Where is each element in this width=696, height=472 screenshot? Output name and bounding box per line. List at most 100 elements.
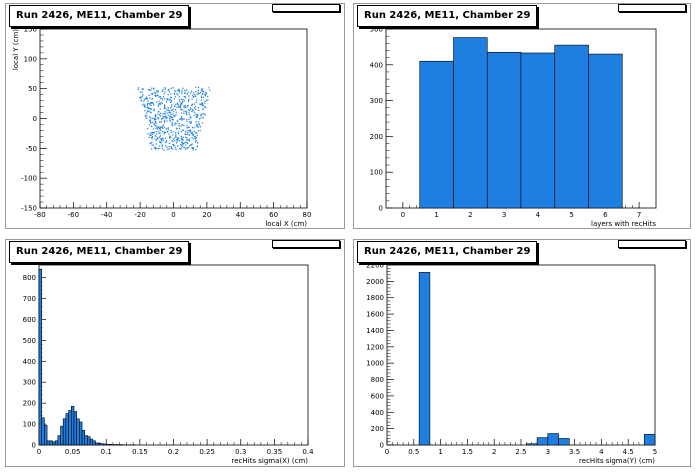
scatter-point [181,141,183,143]
scatter-point [154,147,156,150]
scatter-point [159,96,162,98]
scatter-point [200,115,202,117]
scatter-point [171,148,174,150]
scatter-point [168,133,170,135]
scatter-point [178,137,180,139]
scatter-point [146,98,148,100]
x-tick-label: 80 [303,211,312,219]
scatter-point [175,127,178,129]
scatter-point [174,109,177,111]
scatter-point [195,113,197,115]
scatter-point [159,140,161,142]
scatter-point [192,147,194,149]
scatter-point [146,106,148,109]
scatter-point [175,122,177,125]
scatter-point [204,114,206,116]
scatter-point [197,93,199,95]
x-tick-label: 40 [236,211,245,219]
scatter-point [188,114,191,116]
scatter-point [185,136,187,138]
bar [46,440,51,446]
scatter-point [153,88,155,90]
scatter-point [154,91,156,93]
bar [418,272,431,446]
scatter-point [196,93,198,95]
scatter-point [178,89,180,91]
scatter-point [177,120,179,123]
scatter-point [179,140,181,142]
scatter-point [184,97,187,99]
bar [419,60,454,209]
bar [92,440,96,446]
scatter-point [149,143,151,145]
scatter-point [194,136,196,138]
scatter-point [150,102,152,104]
scatter-point [173,115,175,117]
scatter-point [166,112,168,114]
bar [97,443,102,446]
scatter-point [177,131,179,133]
scatter-point [172,113,174,115]
scatter-point [161,144,163,146]
chart-sigma-y: 0 0.5 1 1.5 2 2.5 3 3.5 4 4.5 5 0 200 400 600 800 1000 12… [366,262,657,466]
scatter-point [193,111,195,113]
scatter-point [200,89,202,91]
scatter-point [171,122,173,124]
y-tick-label: 200 [370,133,383,141]
scatter-point [159,103,161,105]
scatter-point [155,130,157,133]
scatter-point [186,114,188,116]
scatter-point [172,119,174,121]
scatter-point [188,112,190,114]
scatter-point [153,110,155,112]
scatter-point [167,89,169,91]
scatter-point [177,137,179,139]
scatter-point [154,138,156,140]
scatter-point [151,102,153,104]
scatter-point [164,121,166,123]
scatter-point [188,138,191,140]
y-tick-label: 100 [370,169,383,177]
x-tick-label: 5 [569,211,573,219]
scatter-point [157,127,160,129]
scatter-point [174,122,176,124]
scatter-point [161,138,163,140]
y-tick-label: 500 [370,26,383,34]
scatter-point [174,90,176,92]
scatter-point [169,99,171,101]
bar [49,440,53,446]
y-tick-label: 1400 [366,327,384,335]
scatter-point [170,93,172,95]
stats-box [272,240,340,248]
scatter-point [183,100,185,102]
scatter-point [186,106,188,108]
bar [554,44,589,209]
scatter-point [164,111,166,113]
scatter-point [205,107,207,109]
y-tick-label: 400 [370,61,383,69]
scatter-point [173,144,175,146]
scatter-point [195,136,197,138]
scatter-point [152,128,154,130]
scatter-point [166,141,168,143]
scatter-point [164,108,166,110]
scatter-point [192,110,194,112]
scatter-point [201,89,203,91]
scatter-point [149,111,151,113]
scatter-point [151,148,153,150]
pad-local-xy: -80 -60 -40 -20 0 20 40 60 80 -150 -100 -50 0 50 100 15… [5,3,345,229]
scatter-point [186,124,188,127]
scatter-point [149,103,151,105]
scatter-point [187,91,189,93]
scatter-point [172,87,174,89]
scatter-point [172,143,174,145]
scatter-point [191,131,193,133]
scatter-point [151,98,153,100]
scatter-point [150,117,152,119]
x-tick-label: 20 [202,211,211,219]
scatter-point [142,94,144,96]
y-tick-label: -150 [21,205,37,213]
scatter-point [183,95,185,97]
scatter-point [181,123,183,126]
bar [547,433,559,446]
